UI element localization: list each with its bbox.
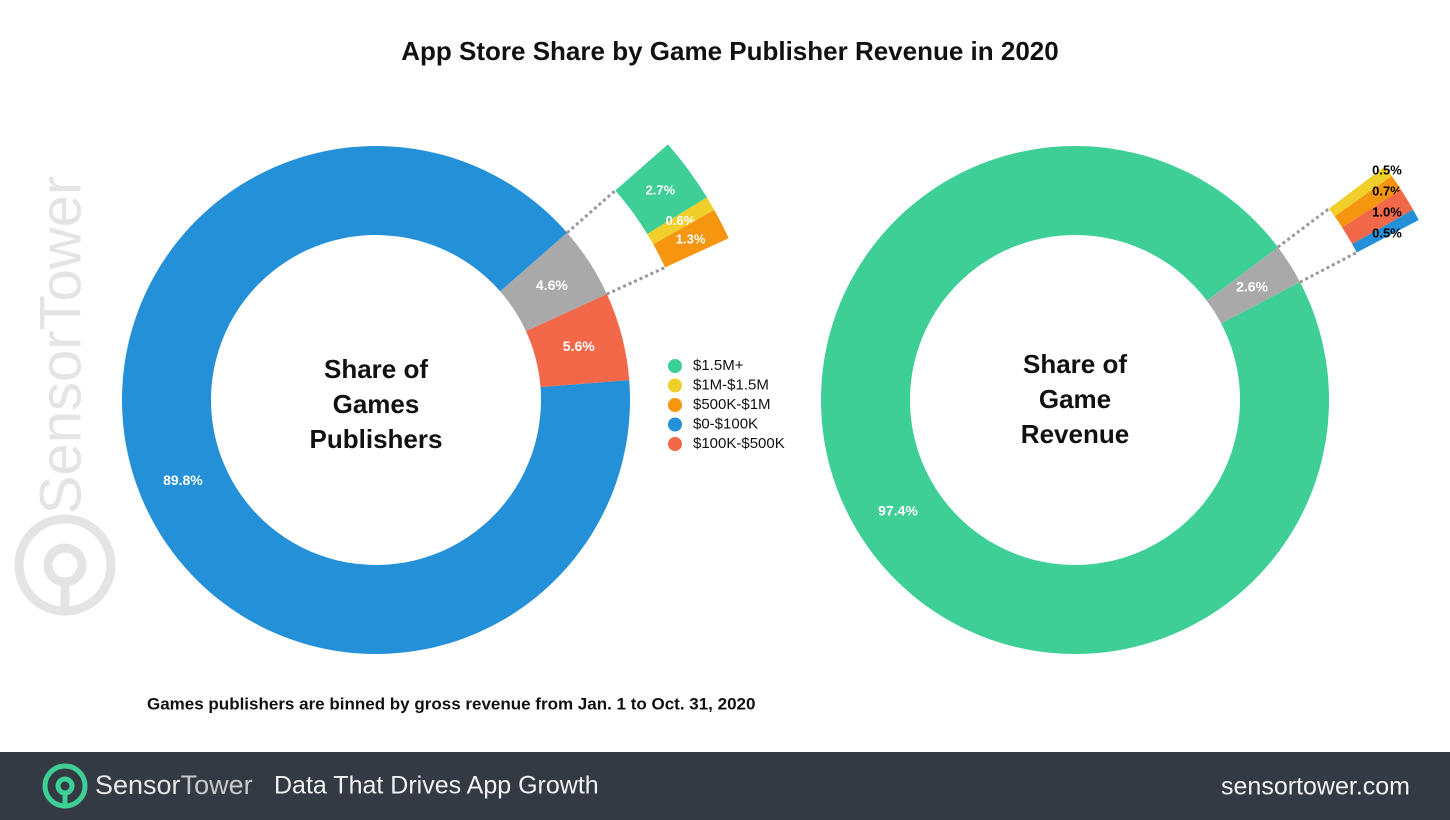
breakdown-slice bbox=[1334, 175, 1401, 228]
brand-part: Tower bbox=[181, 770, 253, 800]
breakdown-label: 1.3% bbox=[676, 231, 706, 246]
legend-marker bbox=[668, 437, 682, 451]
breakdown-slice bbox=[1352, 209, 1419, 253]
brand-part: Sensor bbox=[95, 770, 181, 800]
center-label: Publishers bbox=[310, 424, 443, 454]
center-label: Share of bbox=[1023, 349, 1127, 379]
footer-logo bbox=[42, 763, 88, 809]
legend-marker bbox=[668, 378, 682, 393]
legend-label: $1M-$1.5M bbox=[693, 376, 769, 393]
legend-marker bbox=[668, 359, 682, 373]
breakdown-label: 0.5% bbox=[1372, 225, 1402, 240]
slice-label: 89.8% bbox=[163, 472, 203, 488]
donut-slice bbox=[821, 146, 1330, 655]
connector bbox=[1276, 207, 1330, 249]
slice-label: 2.6% bbox=[1236, 279, 1268, 295]
donut-slice bbox=[500, 232, 607, 332]
legend-label: $100K-$500K bbox=[693, 435, 785, 452]
footer-url: sensortower.com bbox=[1221, 773, 1410, 801]
donut-slice bbox=[122, 145, 631, 655]
connector bbox=[606, 266, 666, 296]
footer-bar bbox=[0, 752, 1450, 820]
breakdown-label: 1.0% bbox=[1372, 204, 1402, 219]
center-label: Games bbox=[333, 389, 420, 419]
breakdown-label: 2.7% bbox=[646, 182, 676, 197]
center-label: Revenue bbox=[1021, 419, 1129, 449]
watermark: SensorTower bbox=[28, 176, 93, 514]
legend-label: $0-$100K bbox=[693, 415, 758, 432]
legend-marker bbox=[668, 417, 682, 432]
footer-tagline: Data That Drives App Growth bbox=[274, 772, 599, 800]
legend-label: $1.5M+ bbox=[693, 357, 744, 374]
breakdown-slice bbox=[653, 210, 729, 268]
breakdown-label: 0.5% bbox=[1372, 162, 1402, 177]
footnote: Games publishers are binned by gross rev… bbox=[147, 694, 755, 713]
slice-label: 4.6% bbox=[536, 277, 568, 293]
center-label: Share of bbox=[324, 354, 428, 384]
connector bbox=[1299, 251, 1358, 284]
legend-label: $500K-$1M bbox=[693, 396, 771, 413]
breakdown-slice bbox=[615, 144, 707, 234]
breakdown-label: 0.6% bbox=[666, 213, 696, 228]
center-label: Game bbox=[1039, 384, 1111, 414]
donut-slice bbox=[1206, 247, 1301, 324]
breakdown-slice bbox=[1342, 189, 1414, 245]
connector bbox=[566, 189, 617, 234]
slice-label: 5.6% bbox=[563, 338, 595, 354]
chart-title: App Store Share by Game Publisher Revenu… bbox=[401, 36, 1058, 66]
legend-marker bbox=[668, 398, 682, 412]
watermark-logo bbox=[14, 514, 116, 616]
slice-label: 97.4% bbox=[878, 503, 918, 519]
breakdown-slice bbox=[1328, 166, 1392, 217]
breakdown-slice bbox=[647, 197, 715, 245]
footer-brand: SensorTower bbox=[95, 770, 253, 800]
donut-slice bbox=[525, 294, 630, 388]
